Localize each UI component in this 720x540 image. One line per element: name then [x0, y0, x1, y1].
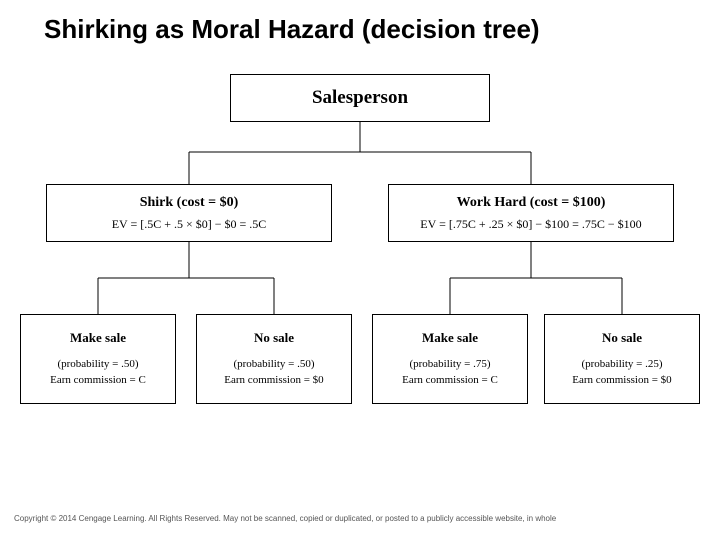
- leaf1-detail: (probability = .50) Earn commission = C: [50, 356, 146, 389]
- node-leaf-2: No sale (probability = .50) Earn commiss…: [196, 314, 352, 404]
- leaf1-earn: Earn commission = C: [50, 374, 146, 386]
- node-workhard-ev: EV = [.75C + .25 × $0] − $100 = .75C − $…: [420, 217, 641, 232]
- node-leaf-1: Make sale (probability = .50) Earn commi…: [20, 314, 176, 404]
- leaf2-detail: (probability = .50) Earn commission = $0: [224, 356, 323, 389]
- leaf4-header: No sale: [602, 330, 642, 346]
- decision-tree: Salesperson Shirk (cost = $0) EV = [.5C …: [14, 64, 706, 464]
- node-leaf-3: Make sale (probability = .75) Earn commi…: [372, 314, 528, 404]
- leaf1-header: Make sale: [70, 330, 126, 346]
- leaf3-prob: (probability = .75): [409, 358, 490, 370]
- node-workhard-header: Work Hard (cost = $100): [457, 195, 606, 211]
- node-leaf-4: No sale (probability = .25) Earn commiss…: [544, 314, 700, 404]
- leaf3-header: Make sale: [422, 330, 478, 346]
- leaf4-earn: Earn commission = $0: [572, 374, 671, 386]
- leaf2-header: No sale: [254, 330, 294, 346]
- node-root-label: Salesperson: [312, 87, 408, 109]
- leaf1-prob: (probability = .50): [57, 358, 138, 370]
- leaf2-earn: Earn commission = $0: [224, 374, 323, 386]
- leaf4-detail: (probability = .25) Earn commission = $0: [572, 356, 671, 389]
- leaf4-prob: (probability = .25): [581, 358, 662, 370]
- node-shirk: Shirk (cost = $0) EV = [.5C + .5 × $0] −…: [46, 184, 332, 242]
- node-root: Salesperson: [230, 74, 490, 122]
- leaf2-prob: (probability = .50): [233, 358, 314, 370]
- tree-connectors: [14, 64, 706, 464]
- node-shirk-ev: EV = [.5C + .5 × $0] − $0 = .5C: [112, 217, 267, 232]
- leaf3-earn: Earn commission = C: [402, 374, 498, 386]
- node-shirk-header: Shirk (cost = $0): [140, 195, 239, 211]
- copyright-text: Copyright © 2014 Cengage Learning. All R…: [14, 514, 704, 524]
- leaf3-detail: (probability = .75) Earn commission = C: [402, 356, 498, 389]
- slide-title: Shirking as Moral Hazard (decision tree): [0, 0, 720, 45]
- node-workhard: Work Hard (cost = $100) EV = [.75C + .25…: [388, 184, 674, 242]
